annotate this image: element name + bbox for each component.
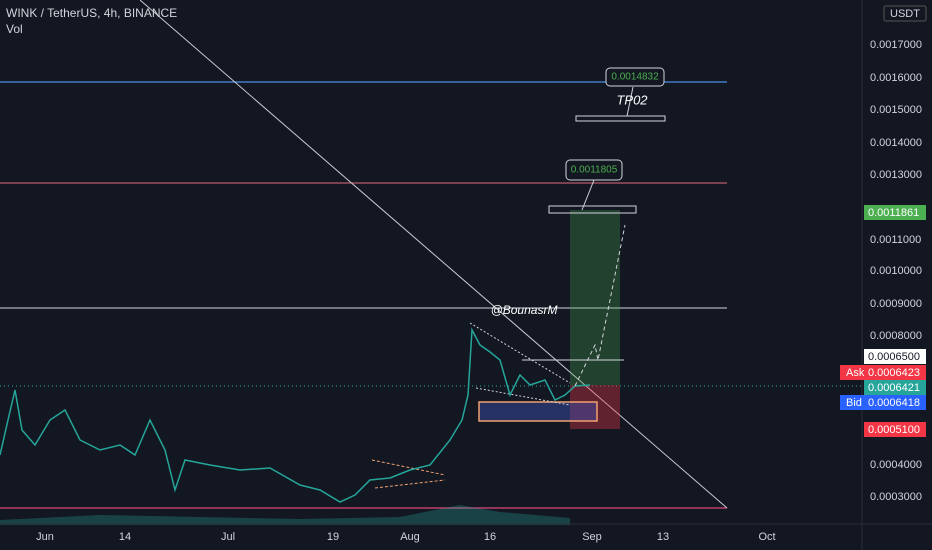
level-price: 0.0006500 [868,351,920,363]
volume-label: Vol [6,22,23,36]
time-label: 16 [484,531,496,543]
tp2-price: 0.0014832 [611,72,659,83]
price-tag [864,365,926,380]
price-label: 0.0009000 [870,298,922,310]
tp-box [575,115,666,122]
time-label: Aug [400,531,420,543]
author: @BounasrM [491,303,558,317]
time-label: Oct [758,531,775,543]
projection [574,224,626,387]
trend-line [139,0,728,509]
currency-box [883,5,927,22]
callout [565,159,623,181]
price-label: 0.0014000 [870,137,922,149]
price-label: 0.0017000 [870,39,922,51]
price-label: 0.0004000 [870,459,922,471]
symbol: WINK / TetherUS, 4h, BINANCE [6,6,177,20]
time-label: 14 [119,531,131,543]
target-price: 0.0011861 [868,207,919,219]
callout-line [581,179,595,211]
price-tag [864,349,926,364]
bid-label: Bid [846,397,862,409]
price-label: 0.0003000 [870,491,922,503]
volume [0,505,570,525]
time-label: Jul [221,531,235,543]
price-series [0,327,591,503]
time-label: 19 [327,531,339,543]
pattern-line [371,459,446,489]
price-tag [864,395,926,410]
ask-tag [840,365,866,380]
currency: USDT [890,8,920,20]
pattern-line [469,322,571,406]
price-tag [864,380,926,395]
time-label: Jun [36,531,54,543]
demand-zone [478,401,598,422]
last-price: 0.0006421 [868,382,920,394]
price-label: 0.0008000 [870,330,922,342]
tp1-price: 0.0011805 [571,165,618,176]
price-tag [864,205,926,220]
bid-tag [840,395,866,410]
price-label: 0.0010000 [870,265,922,277]
time-label: 13 [657,531,669,543]
price-label: 0.0013000 [870,169,922,181]
callout-line [626,86,634,117]
callout [605,67,665,87]
target-zone [570,210,620,385]
ask-price: 0.0006423 [868,367,920,379]
time-axis: Jun 14 Jul 19 Aug 16 Sep 13 Oct [36,531,775,543]
price-label: 0.0011000 [870,234,921,246]
price-label: 0.0015000 [870,104,922,116]
price-tag [864,422,926,437]
tp2-label: TP02 [616,92,648,107]
stop-price: 0.0005100 [868,424,920,436]
tp-box [548,205,637,214]
price-label: 0.0016000 [870,72,922,84]
ask-label: Ask [846,367,865,379]
bid-price: 0.0006418 [868,397,920,409]
price-axis: 0.0017000 0.0016000 0.0015000 0.0014000 0.00… [870,39,922,503]
time-label: Sep [582,531,602,543]
